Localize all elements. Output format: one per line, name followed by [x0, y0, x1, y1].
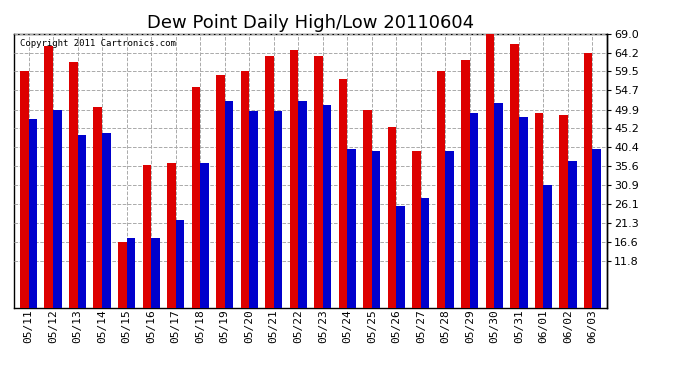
Bar — [584, 53, 593, 307]
Bar — [274, 111, 282, 308]
Bar — [568, 161, 577, 308]
Bar — [249, 111, 258, 308]
Bar — [77, 135, 86, 308]
Bar — [462, 60, 470, 308]
Bar — [412, 151, 421, 308]
Bar — [28, 119, 37, 308]
Bar — [225, 101, 233, 308]
Bar — [445, 151, 454, 308]
Bar — [314, 56, 323, 308]
Bar — [323, 105, 331, 308]
Bar — [519, 117, 528, 308]
Bar — [388, 127, 396, 308]
Bar — [176, 220, 184, 308]
Bar — [437, 72, 445, 308]
Bar — [298, 101, 307, 308]
Bar — [167, 163, 176, 308]
Bar — [143, 165, 151, 308]
Bar — [396, 206, 405, 308]
Bar — [544, 185, 552, 308]
Bar — [241, 72, 249, 308]
Bar — [69, 62, 77, 308]
Bar — [126, 238, 135, 308]
Bar — [486, 34, 495, 308]
Bar — [151, 238, 159, 308]
Bar — [560, 115, 568, 308]
Bar — [290, 50, 298, 308]
Bar — [363, 110, 372, 308]
Bar — [20, 72, 28, 308]
Bar — [102, 133, 110, 308]
Bar — [593, 149, 601, 308]
Bar — [470, 113, 478, 308]
Bar — [265, 56, 274, 308]
Bar — [339, 80, 347, 308]
Bar — [372, 151, 380, 308]
Bar — [495, 103, 503, 308]
Bar — [44, 46, 53, 308]
Bar — [93, 107, 102, 308]
Bar — [53, 110, 61, 308]
Title: Dew Point Daily High/Low 20110604: Dew Point Daily High/Low 20110604 — [147, 14, 474, 32]
Bar — [535, 113, 544, 308]
Text: Copyright 2011 Cartronics.com: Copyright 2011 Cartronics.com — [20, 39, 176, 48]
Bar — [216, 75, 225, 308]
Bar — [118, 242, 126, 308]
Bar — [192, 87, 200, 308]
Bar — [347, 149, 356, 308]
Bar — [421, 198, 429, 308]
Bar — [200, 163, 209, 308]
Bar — [511, 44, 519, 308]
